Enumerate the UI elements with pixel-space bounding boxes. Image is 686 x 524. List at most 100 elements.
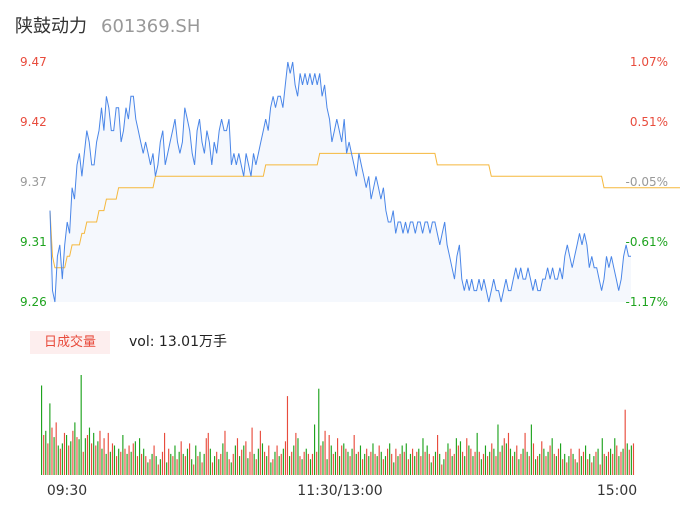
average-price-line	[49, 152, 680, 269]
volume-bar	[143, 448, 145, 475]
volume-bar	[503, 438, 505, 475]
volume-bar	[132, 443, 134, 475]
volume-bar	[178, 451, 180, 475]
volume-bar	[366, 448, 368, 475]
volume-bar	[599, 464, 601, 475]
volume-bar	[88, 427, 91, 475]
price-axis-tick: 9.42	[20, 115, 47, 129]
volume-bar	[399, 453, 401, 475]
volume-bar	[505, 443, 507, 475]
volume-bar	[232, 453, 234, 475]
volume-bar	[268, 445, 270, 475]
volume-bar	[537, 456, 539, 475]
volume-bar	[416, 451, 418, 475]
volume-bar	[236, 438, 239, 475]
volume-bar	[130, 451, 132, 475]
volume-bar	[214, 456, 216, 475]
volume-bar	[297, 438, 299, 475]
volume-bar	[539, 453, 541, 475]
volume-bar	[424, 451, 426, 475]
volume-bar	[84, 438, 86, 475]
volume-bar	[526, 451, 528, 475]
volume-bar	[509, 448, 512, 475]
volume-bar	[630, 445, 632, 475]
volume-bar	[259, 430, 261, 475]
volume-bar	[364, 453, 366, 475]
volume-bar	[476, 432, 478, 475]
volume-bar	[139, 438, 141, 475]
volume-bar	[351, 448, 353, 475]
price-area-fill	[50, 62, 631, 302]
volume-bar	[241, 449, 243, 475]
volume-bar	[203, 453, 205, 475]
volume-bar	[72, 430, 74, 475]
volume-bar	[239, 456, 241, 475]
volume-bar	[209, 448, 211, 475]
volume-bar	[205, 438, 207, 475]
volume-bar	[587, 459, 589, 475]
volume-bar	[426, 445, 428, 475]
volume-bar	[439, 453, 441, 475]
volume-bar	[301, 459, 303, 475]
volume-bar	[376, 456, 378, 475]
volume-bar	[562, 459, 564, 475]
volume-bar	[295, 432, 297, 475]
volume-bar	[493, 448, 495, 475]
volume-bar	[61, 443, 63, 475]
volume-bar	[512, 456, 514, 475]
volume-bar	[560, 443, 562, 475]
volume-bar	[409, 453, 412, 475]
volume-bar	[316, 451, 318, 475]
volume-bar	[601, 438, 603, 475]
volume-bar	[59, 448, 61, 475]
volume-bar	[428, 453, 430, 475]
volume-bar	[282, 448, 284, 475]
volume-bar	[122, 435, 124, 475]
volume-bar	[612, 453, 614, 475]
price-axis-tick: 9.37	[20, 175, 47, 189]
volume-bar	[382, 459, 384, 475]
volume-bar	[243, 445, 245, 475]
time-axis-tick: 15:00	[597, 483, 637, 499]
volume-bar	[149, 459, 151, 475]
volume-bar	[397, 456, 399, 475]
volume-bar	[126, 453, 128, 475]
percent-axis-tick: -1.17%	[626, 295, 668, 309]
volume-bar	[101, 448, 103, 475]
volume-bar	[480, 459, 482, 475]
volume-bar	[305, 448, 307, 475]
volume-bar	[387, 448, 389, 475]
volume-bar	[216, 451, 218, 475]
volume-bar	[280, 453, 282, 475]
volume-bar	[128, 445, 130, 475]
volume-bar	[572, 453, 574, 475]
price-axis-tick: 9.26	[20, 295, 47, 309]
intraday-price-chart: 9.47 9.42 9.37 9.31 9.26 1.07% 0.51% -0.05% -0.…	[20, 55, 680, 309]
volume-bar	[595, 451, 597, 475]
volume-bar	[597, 448, 599, 475]
volume-bar	[443, 459, 445, 475]
volume-bar	[195, 445, 197, 475]
volume-bar	[157, 464, 159, 475]
volume-bar	[620, 451, 622, 475]
volume-bar	[328, 435, 330, 475]
volume-bar	[403, 451, 405, 475]
volume-bar	[55, 422, 57, 475]
volume-bar	[541, 441, 543, 475]
volume-bar	[430, 462, 432, 475]
volume-bar	[516, 445, 518, 475]
volume-bar	[251, 427, 253, 475]
volume-bar	[491, 443, 493, 475]
volume-bar	[134, 441, 136, 475]
volume-chart: 09:30 11:30/13:00 15:00	[41, 375, 637, 499]
volume-bar	[468, 445, 470, 475]
volume-bar	[289, 456, 291, 475]
volume-bar	[43, 435, 45, 475]
volume-bar	[368, 456, 370, 475]
volume-bar	[270, 462, 272, 475]
volume-bar	[422, 438, 424, 475]
volume-bar	[220, 453, 222, 475]
volume-bar	[585, 445, 587, 475]
volume-bar	[201, 462, 203, 475]
volume-bar	[414, 456, 416, 475]
